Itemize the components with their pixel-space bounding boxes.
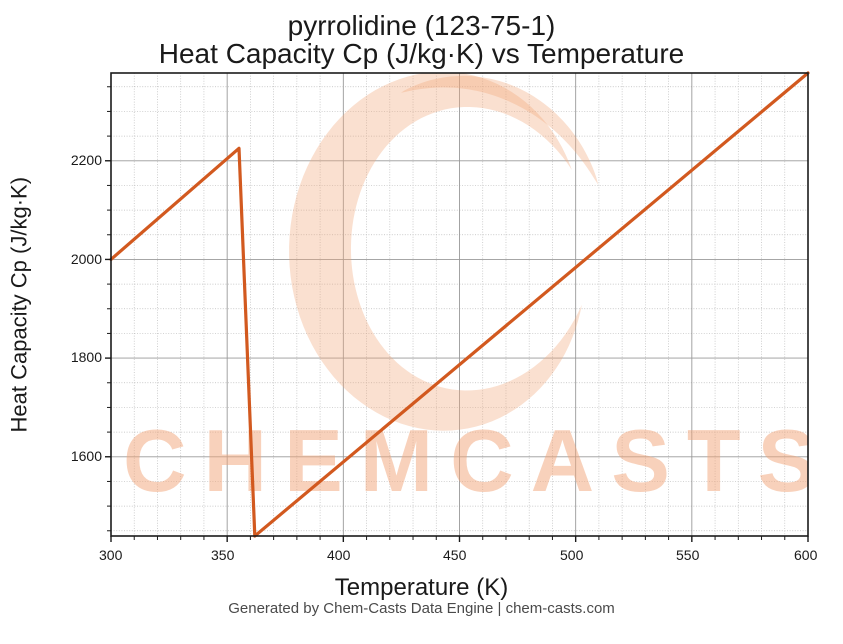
svg-text:CHEMCASTS: CHEMCASTS [123,411,833,510]
